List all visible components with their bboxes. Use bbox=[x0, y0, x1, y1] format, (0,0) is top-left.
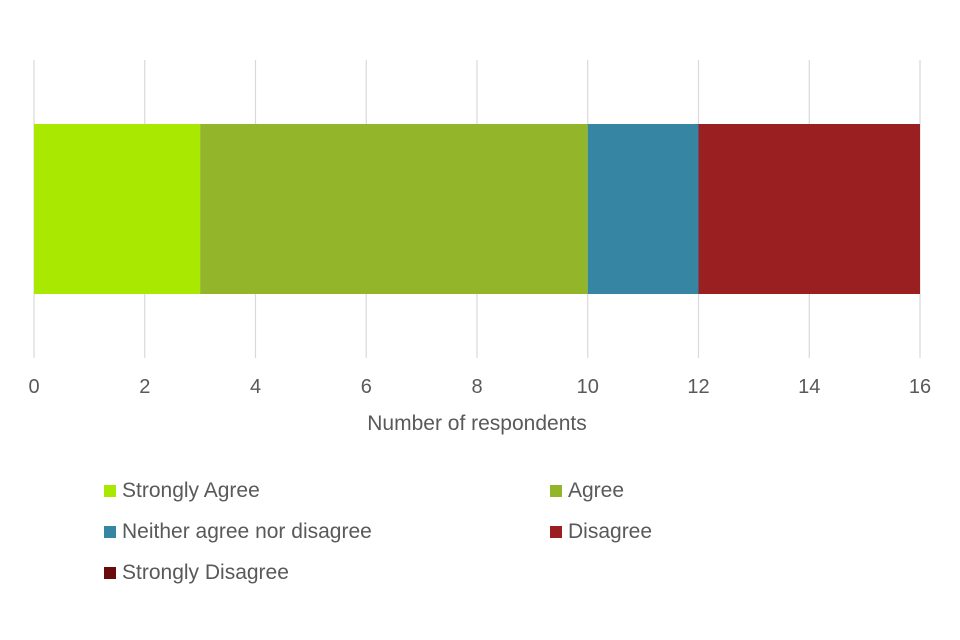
legend-label: Strongly Disagree bbox=[122, 561, 289, 584]
legend-label: Agree bbox=[568, 479, 625, 502]
legend-item: Strongly Agree bbox=[104, 476, 260, 506]
legend-label: Disagree bbox=[568, 520, 653, 543]
legend-swatch bbox=[104, 526, 116, 538]
bar-segment-disagree bbox=[698, 124, 920, 294]
bar-segment-strongly-agree bbox=[34, 124, 201, 294]
bar-segment-neither-agree-nor-disagree bbox=[587, 124, 699, 294]
legend-item: Neither agree nor disagree bbox=[104, 517, 372, 547]
legend-label: Strongly Agree bbox=[122, 479, 260, 502]
x-tick-label: 0 bbox=[28, 376, 39, 398]
x-tick-label: 2 bbox=[139, 376, 150, 398]
stacked-bar-chart: 0 2 4 6 8 10 12 14 16 Number of respondents bbox=[28, 60, 931, 435]
x-tick-label: 6 bbox=[361, 376, 372, 398]
x-tick-label: 14 bbox=[798, 376, 820, 398]
legend-item: Agree bbox=[550, 476, 624, 506]
x-tick-label: 10 bbox=[577, 376, 599, 398]
legend-label: Neither agree nor disagree bbox=[122, 520, 372, 543]
x-axis-title: Number of respondents bbox=[367, 412, 586, 435]
legend-item: Strongly Disagree bbox=[104, 558, 289, 588]
bar-segments bbox=[34, 124, 920, 294]
legend-swatch bbox=[550, 526, 562, 538]
x-tick-label: 12 bbox=[687, 376, 709, 398]
x-tick-label: 4 bbox=[250, 376, 261, 398]
bar-segment-agree bbox=[200, 124, 588, 294]
legend-swatch bbox=[104, 485, 116, 497]
legend-swatch bbox=[550, 485, 562, 497]
x-tick-labels: 0 2 4 6 8 10 12 14 16 bbox=[28, 376, 931, 398]
x-tick-label: 16 bbox=[909, 376, 931, 398]
legend-item: Disagree bbox=[550, 517, 652, 547]
x-tick-label: 8 bbox=[471, 376, 482, 398]
legend-swatch bbox=[104, 567, 116, 579]
